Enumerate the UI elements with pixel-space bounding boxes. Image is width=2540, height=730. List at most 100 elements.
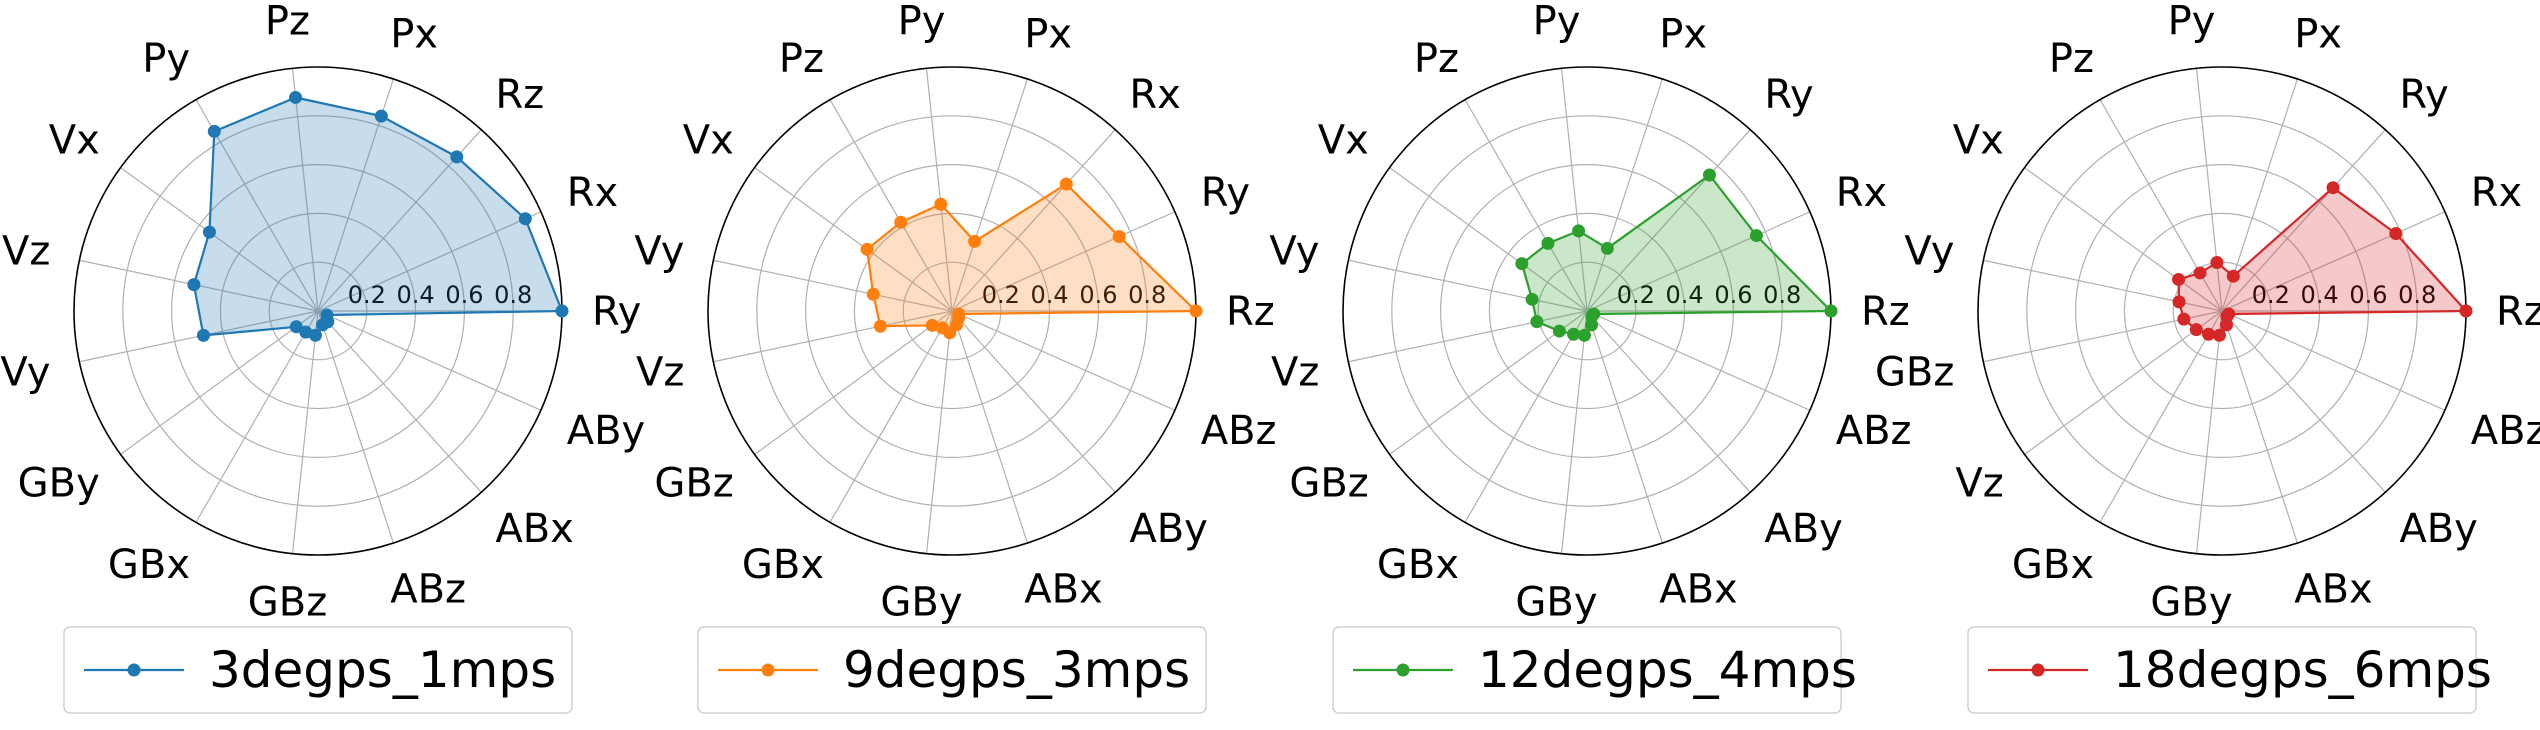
data-point: [1112, 230, 1126, 244]
axis-label: Vy: [1269, 228, 1319, 274]
data-point: [202, 225, 216, 239]
radial-tick-label: 0.8: [2398, 281, 2436, 309]
grid-spoke: [2221, 310, 2446, 411]
grid-spoke: [2221, 211, 2446, 312]
axis-label: Pz: [2049, 36, 2094, 82]
data-point: [1600, 241, 1614, 255]
axis-label: Py: [2168, 0, 2216, 45]
axis-label: Vz: [1955, 461, 2003, 507]
axis-label: GBy: [2150, 579, 2232, 625]
axis-label: ABx: [2294, 567, 2372, 613]
axis-label: Rz: [2496, 289, 2540, 335]
data-point: [2326, 181, 2340, 195]
grid-spoke: [925, 310, 953, 554]
grid-spoke: [1586, 78, 1663, 312]
grid-spoke: [951, 310, 1176, 411]
grid-spoke: [2221, 129, 2386, 312]
axis-label: ABx: [495, 506, 573, 552]
axis-label: Py: [142, 36, 190, 82]
legend-label: 3degps_1mps: [209, 641, 556, 699]
data-point: [555, 304, 569, 318]
grid-spoke: [1464, 99, 1588, 312]
data-point: [289, 320, 303, 334]
axis-label: Rz: [495, 72, 544, 118]
axis-label: Py: [1533, 0, 1581, 45]
axis-label: Ry: [1201, 170, 1250, 216]
grid-spoke: [1389, 310, 1588, 455]
axis-label: Ry: [1764, 72, 1813, 118]
radial-tick-label: 0.6: [445, 281, 483, 309]
radial-tick-label: 0.2: [1617, 281, 1655, 309]
data-point: [860, 242, 874, 256]
radial-tick-label: 0.8: [1128, 281, 1166, 309]
data-point: [925, 318, 939, 332]
series-area: [867, 184, 1196, 333]
axis-label: ABy: [1764, 506, 1842, 552]
data-point: [1567, 327, 1581, 341]
radial-tick-label: 0.4: [2301, 281, 2339, 309]
axis-label: Rx: [2471, 170, 2522, 216]
legend-marker: [761, 663, 775, 677]
grid-spoke: [291, 68, 319, 312]
grid-spoke: [951, 129, 1116, 312]
grid-spoke: [120, 167, 319, 312]
data-point: [1525, 292, 1539, 306]
data-point: [2212, 328, 2226, 342]
data-point: [2210, 255, 2224, 269]
axis-label: Rz: [1226, 289, 1275, 335]
grid-spoke: [2195, 310, 2223, 554]
axis-label: Vy: [634, 228, 684, 274]
data-point: [1541, 236, 1555, 250]
legend-box: [1332, 626, 1842, 714]
grid-spoke: [1586, 310, 1663, 544]
data-point: [873, 319, 887, 333]
grid-spoke: [195, 310, 319, 523]
axis-label: Px: [2294, 11, 2342, 57]
data-point: [2172, 295, 2186, 309]
data-point: [1702, 168, 1716, 182]
grid-spoke: [1560, 68, 1588, 312]
axis-label: Vy: [1904, 228, 1954, 274]
grid-spoke: [317, 310, 482, 493]
axis-label: ABy: [1129, 506, 1207, 552]
data-point: [2172, 272, 2186, 286]
grid-spoke: [1464, 310, 1588, 523]
axis-label: GBz: [1289, 461, 1368, 507]
data-point: [866, 287, 880, 301]
radial-tick-label: 0.6: [2349, 281, 2387, 309]
legend-box: [63, 626, 573, 714]
axis-label: GBy: [18, 461, 100, 507]
axis-label: Vx: [683, 117, 734, 163]
axis-label: GBx: [108, 542, 190, 588]
grid-spoke: [829, 99, 953, 312]
data-point: [207, 124, 221, 138]
axis-label: ABz: [2471, 408, 2540, 454]
axis-label: Vz: [636, 350, 684, 396]
axis-label: GBx: [2012, 542, 2094, 588]
grid-spoke: [1348, 310, 1588, 363]
axis-label: Px: [1659, 11, 1707, 57]
axis-label: ABx: [1024, 567, 1102, 613]
grid-spoke: [1586, 211, 1811, 312]
grid-spoke: [2195, 68, 2223, 312]
grid-spoke: [951, 78, 1028, 312]
data-point: [374, 109, 388, 123]
data-point: [1059, 177, 1073, 191]
series-area: [193, 97, 562, 336]
legend-marker: [127, 663, 141, 677]
grid-spoke: [1586, 310, 1811, 411]
data-point: [2226, 269, 2240, 283]
grid-spoke: [120, 310, 319, 455]
axis-label: ABy: [567, 408, 645, 454]
axis-label: Ry: [2399, 72, 2448, 118]
axis-label: GBy: [1515, 579, 1597, 625]
radial-tick-label: 0.2: [982, 281, 1020, 309]
data-point: [518, 212, 532, 226]
data-point: [1552, 324, 1566, 338]
data-point: [2193, 266, 2207, 280]
axis-label: ABy: [2399, 506, 2477, 552]
data-point: [2222, 307, 2236, 321]
grid-spoke: [925, 68, 953, 312]
